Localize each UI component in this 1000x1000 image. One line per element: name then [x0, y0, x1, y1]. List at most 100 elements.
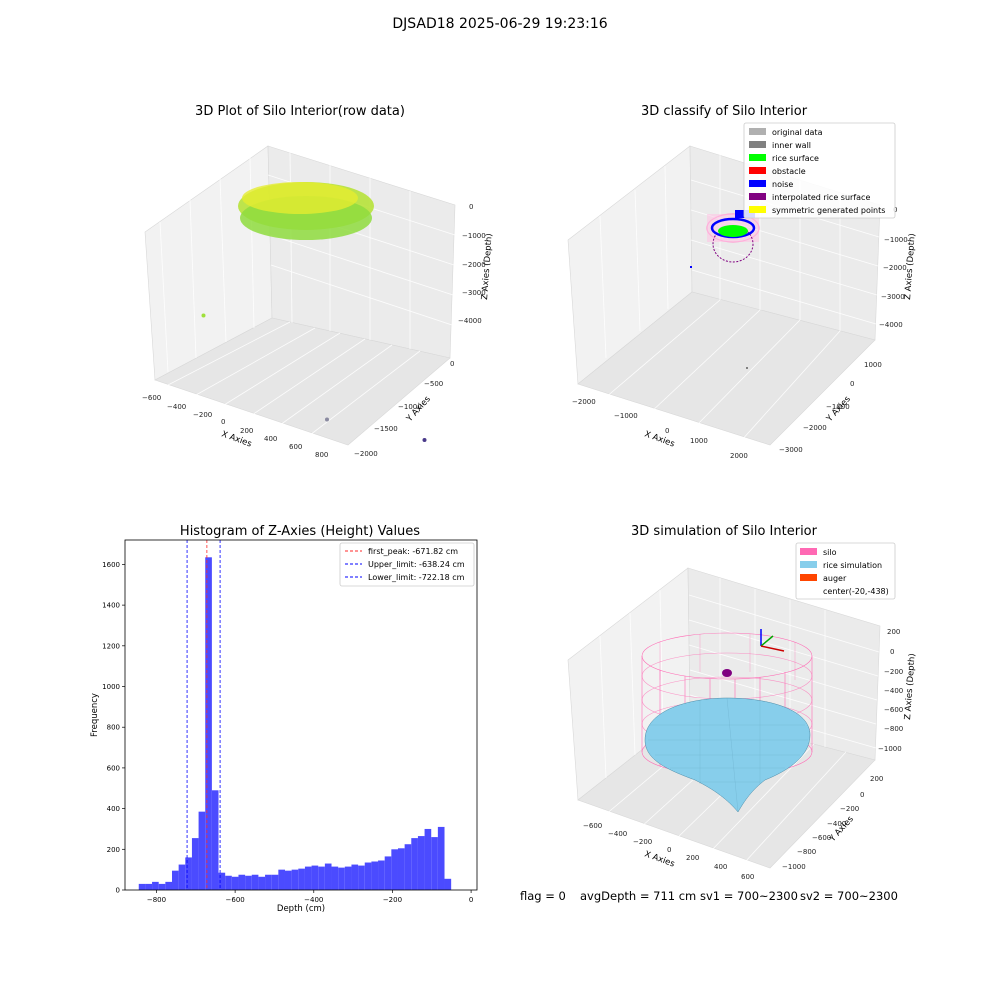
figure-title: DJSAD18 2025-06-29 19:23:16: [392, 16, 608, 32]
histogram-bar: [158, 883, 166, 890]
plot1-outlier-points: [201, 313, 427, 442]
plot2-legend-swatch: [749, 141, 766, 148]
plot2-legend-label: noise: [772, 180, 793, 189]
plot3-bars: [138, 557, 452, 890]
plot2-ytick: −3000: [779, 446, 803, 454]
histogram-bar: [205, 557, 212, 890]
histogram-bar: [338, 867, 345, 890]
histogram-bar: [358, 865, 365, 890]
plot1-xtick: 800: [315, 451, 328, 459]
plot2-legend: original data inner wall rice surface ob…: [743, 122, 896, 219]
histogram-bar: [258, 876, 266, 890]
plot2-legend-swatch: [749, 167, 766, 174]
plot2-legend-swatch: [749, 180, 766, 187]
plot4-legend-label: rice simulation: [823, 561, 882, 570]
plot2-ticks: −2000 −1000 0 1000 2000 1000 0 −1000 −20…: [572, 206, 908, 460]
status-sv2: sv2 = 700~2300: [800, 889, 898, 903]
histogram-xtick-label: −400: [304, 896, 323, 904]
plot4-ticks: −600 −400 −200 0 200 400 600 200 0 −200 …: [583, 628, 903, 881]
plot4-axis-x-arrow: [760, 645, 785, 652]
plot1-outlier-point: [325, 417, 329, 422]
histogram-bar: [211, 790, 219, 890]
plot1-outlier-point: [201, 313, 206, 318]
histogram-bar: [231, 876, 239, 890]
plot1-xtick: −200: [193, 411, 212, 419]
plot1-cloud-highlight: [242, 182, 358, 214]
plot4-ytick: −600: [812, 834, 831, 842]
plot4-ytick: 0: [860, 791, 864, 799]
plot3-legend: first_peak: -671.82 cm Upper_limit: -638…: [339, 542, 475, 587]
plot2-legend-box: [743, 122, 896, 219]
histogram-bar: [431, 837, 438, 890]
histogram-bar: [371, 861, 379, 890]
histogram-xtick-label: −800: [147, 896, 166, 904]
histogram-bar: [411, 838, 418, 890]
plot1-xtick: −400: [167, 403, 186, 411]
plot1-ytick: −2000: [354, 450, 378, 458]
plot2-xtick: −1000: [614, 412, 638, 420]
plot4-legend-label: center(-20,-438): [823, 587, 889, 596]
histogram-bar: [165, 881, 172, 890]
histogram-ytick-label: 600: [107, 764, 120, 772]
plot2-ztick: −1000: [884, 236, 908, 244]
plot4-ylabel: Y Axies: [827, 814, 856, 845]
plot4-ytick: −200: [840, 805, 859, 813]
plot2-rice-surface: [718, 225, 748, 237]
plot2-xtick: 1000: [690, 437, 708, 445]
histogram-bar: [245, 875, 252, 890]
plot2-title: 3D classify of Silo Interior: [640, 104, 808, 119]
plot1-ytick: −1000: [398, 403, 422, 411]
plot4-title: 3D simulation of Silo Interior: [631, 524, 817, 539]
histogram-bar: [424, 828, 432, 890]
plot4-silo: [641, 629, 813, 813]
plot4-axis-y-arrow: [760, 635, 774, 647]
histogram-bar: [178, 864, 186, 890]
plot4-xtick: −400: [608, 830, 627, 838]
plot4-ytick: −1000: [782, 863, 806, 871]
plot1-ticks: −600 −400 −200 0 200 400 600 800 0 −500 …: [142, 203, 486, 459]
histogram-bar: [278, 869, 285, 890]
histogram-ytick-label: 1000: [102, 683, 120, 691]
histogram-bar: [364, 862, 372, 890]
plot2-ytick: −1000: [826, 403, 850, 411]
histogram-bar: [284, 870, 292, 890]
plot1-ztick: −4000: [458, 317, 482, 325]
plot2-legend-label: original data: [772, 128, 823, 137]
plot4-ytick: −800: [797, 848, 816, 856]
plot4-auger-marker: [722, 669, 732, 677]
histogram-bar: [324, 863, 332, 890]
plot1-xtick: 200: [240, 427, 253, 435]
plot2-legend-label: interpolated rice surface: [772, 193, 870, 202]
status-avg-depth: avgDepth = 711 cm: [580, 889, 697, 903]
histogram-bar: [171, 870, 179, 890]
plot1-ytick: −1500: [374, 425, 398, 433]
plot1-ztick: −3000: [462, 289, 486, 297]
plot4-ztick: −800: [884, 725, 903, 733]
plot2-legend-label: symmetric generated points: [772, 206, 885, 215]
plot3-histogram: −800 −600 −400 −200 0 0 200 400 600 800 1000 1200 1…: [90, 539, 478, 914]
plot4-rice-mesh: [648, 697, 808, 813]
plot2-ytick: −2000: [803, 424, 827, 432]
plot1-xtick: 0: [221, 418, 225, 426]
histogram-bar: [304, 866, 312, 890]
histogram-ytick-label: 1600: [102, 561, 120, 569]
plot2-ztick: −2000: [883, 264, 907, 272]
plot1-ztick: 0: [469, 203, 473, 211]
plot4-legend-label: auger: [823, 574, 847, 583]
histogram-bar: [378, 860, 385, 890]
histogram-bar: [145, 883, 153, 890]
plot4-ztick: 0: [890, 648, 894, 656]
plot1-ytick: 0: [450, 360, 454, 368]
plot1-xtick: 600: [289, 443, 302, 451]
plot4-legend-box: [795, 542, 896, 600]
plot1-ytick: −500: [424, 380, 443, 388]
plot2-legend-label: obstacle: [772, 167, 806, 176]
plot3-ref-lines: [186, 540, 221, 890]
plot3-xlabel: Depth (cm): [277, 904, 325, 914]
plot1-title: 3D Plot of Silo Interior(row data): [195, 104, 405, 119]
histogram-bar: [437, 826, 445, 890]
plot2-noise-point: [690, 266, 692, 268]
plot4-legend-label: silo: [823, 548, 837, 557]
plot3-yticks: 0 200 400 600 800 1000 1200 1400 1600: [102, 561, 125, 895]
plot4-legend-swatch: [800, 548, 817, 555]
